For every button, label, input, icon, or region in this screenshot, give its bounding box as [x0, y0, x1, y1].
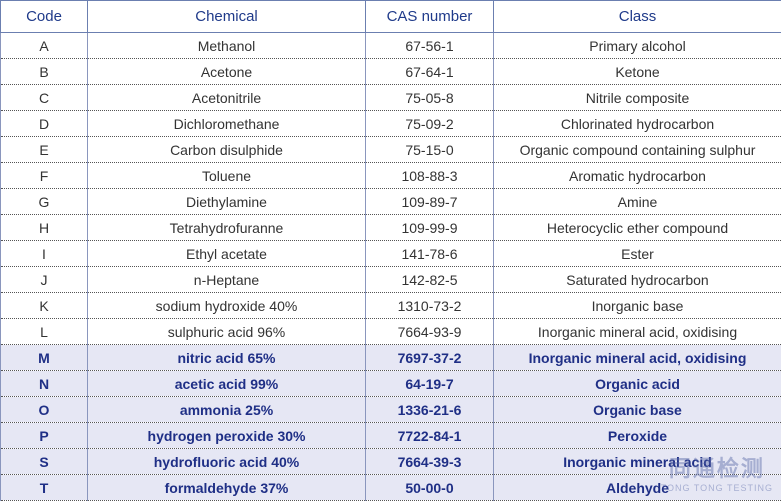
- table-cell: Ketone: [494, 59, 781, 85]
- table-cell: Inorganic base: [494, 293, 781, 319]
- table-cell: G: [1, 189, 88, 215]
- table-cell: Ethyl acetate: [88, 241, 366, 267]
- table-cell: 75-09-2: [366, 111, 494, 137]
- table-cell: I: [1, 241, 88, 267]
- table-cell: Organic base: [494, 397, 781, 423]
- table-cell: 109-99-9: [366, 215, 494, 241]
- table-cell: acetic acid 99%: [88, 371, 366, 397]
- header-cell: Class: [494, 1, 781, 33]
- table-cell: ammonia 25%: [88, 397, 366, 423]
- table-cell: Methanol: [88, 33, 366, 59]
- table-cell: 109-89-7: [366, 189, 494, 215]
- table-cell: nitric acid 65%: [88, 345, 366, 371]
- table-cell: 7697-37-2: [366, 345, 494, 371]
- table-cell: sulphuric acid 96%: [88, 319, 366, 345]
- table-cell: 141-78-6: [366, 241, 494, 267]
- table-cell: Amine: [494, 189, 781, 215]
- table-cell: 7664-93-9: [366, 319, 494, 345]
- table-cell: L: [1, 319, 88, 345]
- table-cell: Inorganic mineral acid, oxidising: [494, 319, 781, 345]
- table-cell: Dichloromethane: [88, 111, 366, 137]
- table-cell: Inorganic mineral acid: [494, 449, 781, 475]
- table-cell: hydrofluoric acid 40%: [88, 449, 366, 475]
- table-cell: Nitrile composite: [494, 85, 781, 111]
- table-cell: Ester: [494, 241, 781, 267]
- table-cell: Saturated hydrocarbon: [494, 267, 781, 293]
- table-cell: 7664-39-3: [366, 449, 494, 475]
- table-cell: T: [1, 475, 88, 501]
- table-cell: E: [1, 137, 88, 163]
- table-cell: 1310-73-2: [366, 293, 494, 319]
- table-cell: H: [1, 215, 88, 241]
- table-cell: Heterocyclic ether compound: [494, 215, 781, 241]
- table-cell: Aromatic hydrocarbon: [494, 163, 781, 189]
- table-cell: 1336-21-6: [366, 397, 494, 423]
- table-cell: Carbon disulphide: [88, 137, 366, 163]
- table-cell: Chlorinated hydrocarbon: [494, 111, 781, 137]
- table-cell: 67-64-1: [366, 59, 494, 85]
- table-cell: 142-82-5: [366, 267, 494, 293]
- header-cell: Chemical: [88, 1, 366, 33]
- table-cell: Acetone: [88, 59, 366, 85]
- table-cell: 7722-84-1: [366, 423, 494, 449]
- table-cell: 75-05-8: [366, 85, 494, 111]
- header-cell: Code: [1, 1, 88, 33]
- table-cell: S: [1, 449, 88, 475]
- table-cell: Inorganic mineral acid, oxidising: [494, 345, 781, 371]
- table-cell: Toluene: [88, 163, 366, 189]
- table-cell: 75-15-0: [366, 137, 494, 163]
- table-cell: Organic compound containing sulphur: [494, 137, 781, 163]
- table-cell: P: [1, 423, 88, 449]
- table-cell: K: [1, 293, 88, 319]
- table-cell: N: [1, 371, 88, 397]
- table-cell: M: [1, 345, 88, 371]
- table-cell: hydrogen peroxide 30%: [88, 423, 366, 449]
- table-cell: Diethylamine: [88, 189, 366, 215]
- table-cell: Organic acid: [494, 371, 781, 397]
- table-cell: C: [1, 85, 88, 111]
- table-cell: A: [1, 33, 88, 59]
- table-cell: Primary alcohol: [494, 33, 781, 59]
- table-cell: O: [1, 397, 88, 423]
- table-cell: 108-88-3: [366, 163, 494, 189]
- table-cell: D: [1, 111, 88, 137]
- table-cell: Peroxide: [494, 423, 781, 449]
- table-cell: Tetrahydrofuranne: [88, 215, 366, 241]
- table-cell: B: [1, 59, 88, 85]
- table-cell: sodium hydroxide 40%: [88, 293, 366, 319]
- table-cell: Aldehyde: [494, 475, 781, 501]
- table-cell: 50-00-0: [366, 475, 494, 501]
- table-cell: formaldehyde 37%: [88, 475, 366, 501]
- table-cell: J: [1, 267, 88, 293]
- header-cell: CAS number: [366, 1, 494, 33]
- table-cell: F: [1, 163, 88, 189]
- table-cell: 64-19-7: [366, 371, 494, 397]
- table-cell: n-Heptane: [88, 267, 366, 293]
- table-cell: Acetonitrile: [88, 85, 366, 111]
- table-cell: 67-56-1: [366, 33, 494, 59]
